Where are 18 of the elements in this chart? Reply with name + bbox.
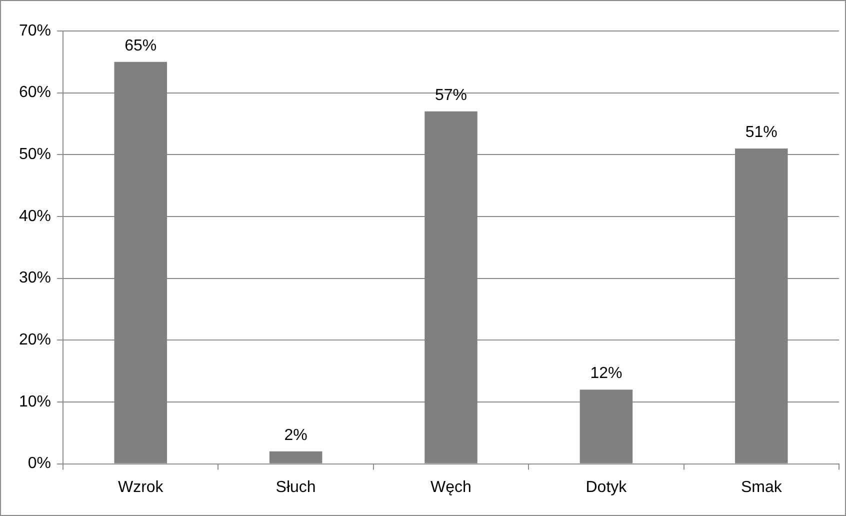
y-tick-label: 40% xyxy=(18,208,52,225)
data-label: 2% xyxy=(284,426,308,444)
y-tick-label: 70% xyxy=(18,22,52,40)
x-tick-label: Węch xyxy=(430,478,472,496)
data-label: 65% xyxy=(124,37,157,54)
y-tick-label: 20% xyxy=(18,332,52,349)
y-tick-label: 10% xyxy=(18,393,52,410)
x-tick-label: Dotyk xyxy=(586,478,628,496)
x-tick-label: Wzrok xyxy=(118,478,164,496)
data-label: 57% xyxy=(434,86,468,104)
y-tick-label: 50% xyxy=(18,146,52,164)
y-tick-label: 60% xyxy=(18,84,52,102)
data-label: 51% xyxy=(745,124,778,141)
y-tick-label: 0% xyxy=(28,455,52,472)
x-tick-label: Słuch xyxy=(276,478,316,496)
y-tick-label: 30% xyxy=(18,270,52,287)
x-tick-label: Smak xyxy=(740,478,783,496)
data-label: 12% xyxy=(590,365,622,382)
